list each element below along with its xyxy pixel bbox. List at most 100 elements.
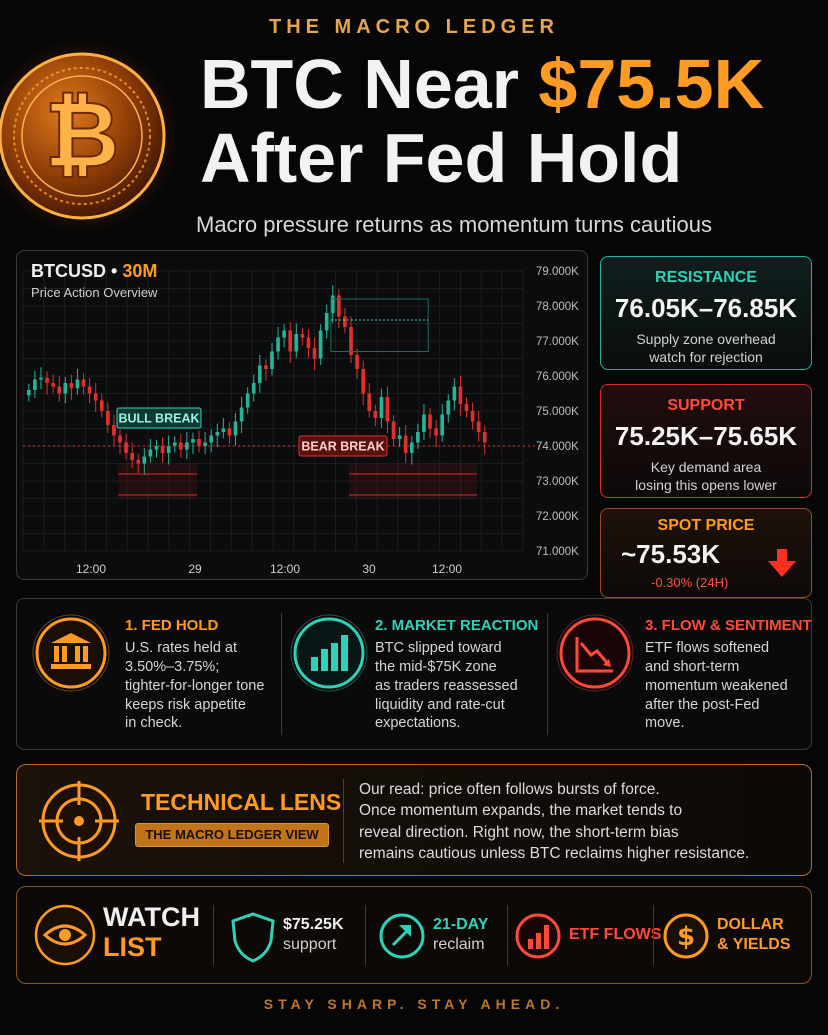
svg-text:₿: ₿ <box>45 81 120 188</box>
pillar-text: BTC slipped toward the mid-$75K zone as tr… <box>375 640 518 732</box>
annotation-box <box>116 407 202 429</box>
subheadline: Macro pressure returns as momentum turns… <box>196 212 712 237</box>
candle-body <box>434 428 438 436</box>
candle-body <box>355 355 359 369</box>
candle-body <box>221 428 226 432</box>
annotation-label: BEAR BREAK <box>301 440 384 454</box>
candle-body <box>136 460 141 464</box>
candle-body <box>361 369 365 394</box>
support-desc-2: losing this opens lower <box>635 477 777 494</box>
candle-body <box>379 397 384 418</box>
candle-body <box>75 379 80 389</box>
candle-body <box>239 407 244 422</box>
candle-body <box>318 330 323 359</box>
chart-down-icon <box>556 614 634 692</box>
candle-body <box>185 442 189 450</box>
watch-list-title: WATCH LIST <box>103 902 200 962</box>
candle-body <box>294 334 299 352</box>
candle-body <box>470 411 475 422</box>
watch-item-support: $75.25K support <box>283 916 344 953</box>
candle-body <box>343 316 347 327</box>
candle-body <box>57 386 62 394</box>
annotation-box <box>298 435 388 457</box>
candle-body <box>300 334 305 338</box>
candle-body <box>330 295 335 313</box>
lens-badge: THE MACRO LEDGER VIEW <box>135 823 329 847</box>
candle-body <box>270 351 274 369</box>
candle-body <box>337 295 341 317</box>
footer-tagline: STAY SHARP. STAY AHEAD. <box>263 996 565 1012</box>
watch-item-etf-flows: ETF FLOWS <box>569 926 662 943</box>
candle-body <box>276 337 280 352</box>
lens-title: TECHNICAL LENS <box>141 789 342 815</box>
candle-body <box>63 383 68 394</box>
support-label: SUPPORT <box>667 397 745 414</box>
spot-change: -0.30% (24H) <box>651 575 729 590</box>
candle-body <box>482 432 487 443</box>
candle-body <box>87 386 92 394</box>
candle-body <box>446 400 451 415</box>
y-tick-label: 71.000K <box>536 546 579 558</box>
candle-body <box>422 414 426 432</box>
svg-text:$: $ <box>677 922 695 952</box>
pillar-divider <box>281 613 282 735</box>
candle-body <box>367 393 372 411</box>
candle-body <box>39 377 43 380</box>
resistance-desc-2: watch for rejection <box>649 349 763 366</box>
support-zone <box>349 463 477 499</box>
candle-body <box>69 383 74 389</box>
candle-body <box>391 421 396 439</box>
resistance-zone <box>330 298 429 352</box>
resistance-value: 76.05K–76.85K <box>614 293 798 323</box>
headline-prefix: BTC Near <box>200 45 539 123</box>
candle-body <box>409 442 414 453</box>
candle-body <box>416 432 420 443</box>
candle-body <box>452 386 457 401</box>
brand-name: THE MACRO LEDGER <box>269 16 559 38</box>
chart-timeframe: 30M <box>122 261 158 281</box>
lens-text: Our read: price often follows bursts of … <box>359 781 750 863</box>
lens-divider <box>343 779 344 863</box>
candle-body <box>93 393 98 401</box>
y-tick-label: 77.000K <box>536 336 579 348</box>
candle-body <box>160 446 165 453</box>
pillar-fed-hold: 1. FED HOLD U.S. rates held at 3.50%–3.75… <box>17 599 279 749</box>
candle-body <box>51 383 55 387</box>
candle-body <box>385 397 390 422</box>
candle-body <box>33 379 37 390</box>
candle-body <box>124 442 128 453</box>
candle-body <box>209 435 214 443</box>
y-tick-label: 78.000K <box>536 301 579 313</box>
candle-body <box>458 386 463 404</box>
pillar-market-reaction: 2. MARKET REACTION BTC slipped toward the… <box>283 599 545 749</box>
candle-body <box>45 377 49 383</box>
y-tick-label: 79.000K <box>536 266 579 278</box>
headline-line2: After Fed Hold <box>200 118 683 197</box>
x-tick-label: 12:00 <box>270 562 300 576</box>
y-tick-label: 72.000K <box>536 511 579 523</box>
candle-body <box>306 337 311 348</box>
bar-chart-up-icon <box>290 614 368 692</box>
pillar-flow-sentiment: 3. FLOW & SENTIMENT ETF flows softened an… <box>549 599 812 749</box>
candle-body <box>312 348 317 359</box>
candle-body <box>197 439 201 446</box>
candlestick-chart: BULL BREAK BEAR BREAK 79.000K 78.000K 77.000… <box>22 266 579 576</box>
candle-body <box>428 414 432 429</box>
candle-body <box>154 446 159 450</box>
support-value: 75.25K–75.65K <box>614 421 798 451</box>
candle-body <box>27 390 31 396</box>
watch-divider <box>653 905 654 965</box>
candle-body <box>99 400 104 411</box>
candle-body <box>191 439 195 443</box>
pillar-title: 1. FED HOLD <box>125 617 219 634</box>
support-zone <box>118 463 198 499</box>
candle-body <box>403 435 408 453</box>
candle-body <box>130 453 134 460</box>
pillar-title: 2. MARKET REACTION <box>375 617 539 634</box>
eye-icon <box>34 904 96 966</box>
candle-body <box>349 327 353 355</box>
bank-icon <box>32 614 110 692</box>
annotation-label: BULL BREAK <box>118 412 199 426</box>
candle-body <box>178 442 183 450</box>
candle-body <box>203 442 207 446</box>
